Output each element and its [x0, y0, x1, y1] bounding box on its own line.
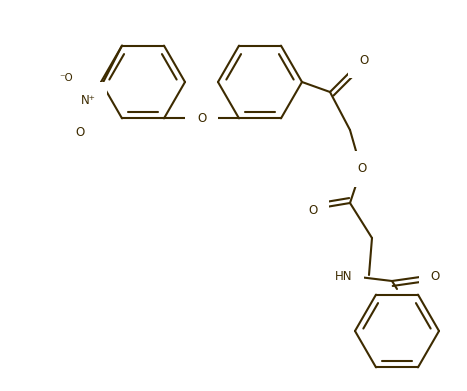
- Text: O: O: [75, 126, 85, 138]
- Text: O: O: [357, 163, 367, 176]
- Text: HN: HN: [334, 271, 352, 283]
- Text: O: O: [197, 112, 206, 125]
- Text: ⁻O: ⁻O: [59, 73, 73, 83]
- Text: O: O: [360, 54, 368, 66]
- Text: N⁺: N⁺: [81, 93, 95, 106]
- Text: O: O: [308, 204, 318, 217]
- Text: O: O: [431, 269, 439, 283]
